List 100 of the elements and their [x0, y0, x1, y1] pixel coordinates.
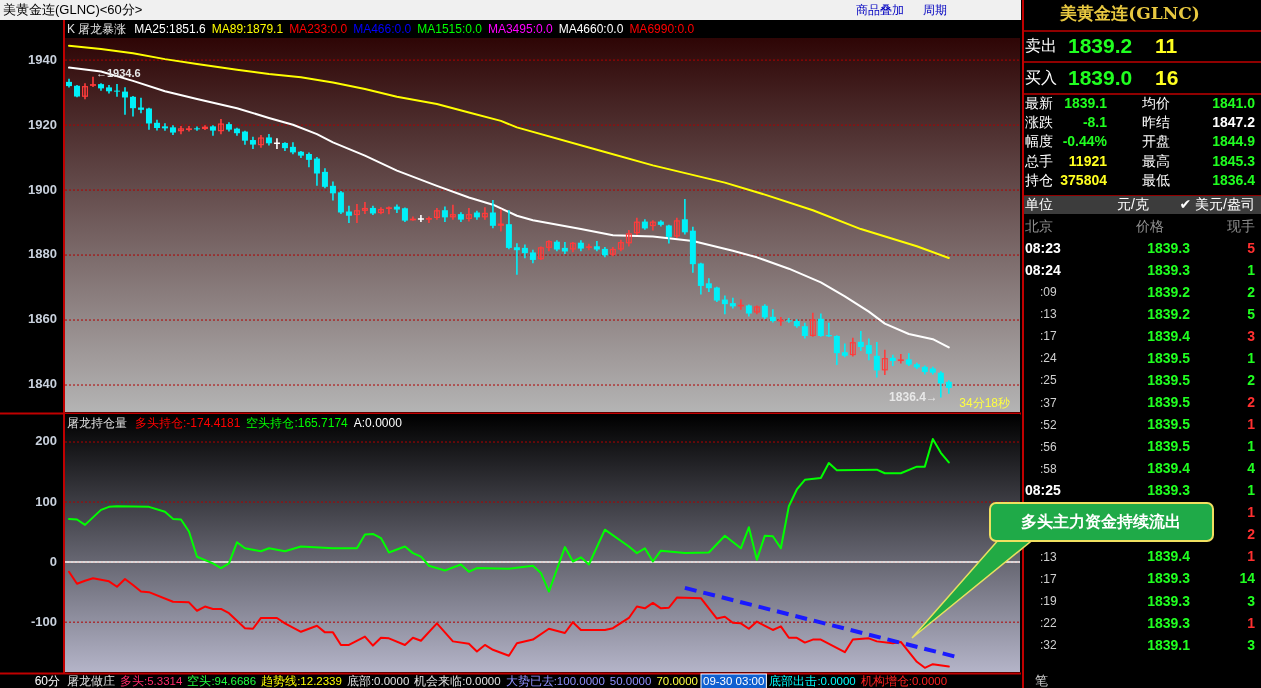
text: 11921 — [1068, 152, 1108, 169]
y-tick-label: 1840 — [28, 376, 57, 392]
text: 3 — [1247, 636, 1256, 653]
text: 1845.3 — [1212, 152, 1256, 169]
text: 多头:5.3314 — [120, 675, 183, 688]
text: 笔 — [1035, 673, 1048, 688]
text: 1839.1 — [1147, 636, 1191, 653]
text: 空头持仓:165.7174 — [246, 416, 349, 431]
text: 4 — [1247, 460, 1256, 477]
text: 最高 — [1142, 152, 1170, 169]
text: MA89:1879.1 — [211, 22, 284, 37]
text: 1839.4 — [1147, 548, 1191, 565]
text: -0.44% — [1062, 133, 1108, 150]
text: 昨结 — [1142, 114, 1170, 130]
legend-label: MA3495:0.0 — [487, 22, 553, 37]
text: 开盘 — [1142, 133, 1170, 150]
text: 1839.5 — [1147, 416, 1191, 433]
annotation: 34分18秒 — [959, 396, 1010, 411]
text: 空头:94.6686 — [187, 674, 257, 688]
text: 幅度 — [1025, 133, 1053, 150]
text: 375804 — [1060, 171, 1108, 188]
text: 持仓 — [1025, 171, 1053, 188]
text: :17 — [1040, 571, 1058, 586]
text: 价格 — [1135, 217, 1164, 234]
legend-label: MA1515:0.0 — [417, 22, 483, 37]
text: 1 — [1247, 614, 1256, 631]
text: 1841.0 — [1212, 94, 1256, 111]
chart-subtitle: K 屠龙暴涨 — [67, 22, 127, 37]
legend-label: MA233:0.0 — [289, 22, 348, 37]
text: 美黄金连(GLNC) — [1059, 2, 1200, 23]
text: 1839.2 — [1068, 33, 1133, 57]
text: 1839.5 — [1147, 349, 1191, 366]
text: 周期 — [923, 3, 947, 18]
y-tick-label: 1900 — [28, 181, 57, 197]
y-tick-label: 100 — [35, 493, 57, 509]
y-tick-label: 1860 — [28, 311, 57, 327]
chart-title: 屠龙持仓量 — [67, 416, 127, 431]
text: :17 — [1040, 329, 1058, 344]
text: 买入 — [1025, 69, 1057, 87]
text: 11 — [1155, 33, 1178, 57]
text: :32 — [1040, 638, 1058, 653]
text: 1 — [1247, 349, 1256, 366]
text: 屠龙做庄 — [67, 674, 115, 688]
text: 卖出 — [1025, 37, 1057, 55]
text: 1839.5 — [1147, 372, 1191, 388]
text: 1839.5 — [1147, 438, 1191, 455]
text: 2 — [1247, 372, 1256, 388]
text: 1839.3 — [1147, 592, 1191, 609]
chart-title: 美黄金连(GLNC)<60分> — [3, 2, 143, 18]
text: :24 — [1040, 351, 1058, 366]
text: 16 — [1155, 65, 1179, 89]
text: MA25:1851.6 — [134, 22, 207, 37]
text: :25 — [1040, 373, 1058, 388]
annotation: 1836.4→ — [889, 390, 938, 405]
text: 1 — [1247, 482, 1256, 499]
y-tick-label: 1920 — [28, 116, 57, 132]
text: 1839.4 — [1147, 460, 1191, 477]
text: :13 — [1040, 549, 1058, 564]
text: 商品叠加 — [856, 3, 904, 18]
text: 机构增仓:0.0000 — [860, 675, 948, 688]
text: 1839.3 — [1147, 239, 1191, 256]
text: 60分 — [34, 674, 60, 688]
text: :56 — [1040, 439, 1058, 454]
text: 2 — [1247, 394, 1256, 411]
legend-label: MA4660:0.0 — [558, 22, 624, 37]
y-tick-label: 1880 — [28, 246, 57, 262]
text: 1836.4 — [1212, 171, 1256, 188]
text: 元/克 — [1117, 195, 1149, 212]
text: 均价 — [1141, 94, 1170, 111]
text: 1 — [1247, 438, 1256, 455]
text: 1844.9 — [1212, 133, 1256, 150]
text: 底部:0.0000 — [346, 674, 410, 688]
text: 3 — [1247, 327, 1256, 344]
text: :09 — [1040, 285, 1058, 300]
text: 1839.4 — [1147, 327, 1191, 344]
legend-label: A:0.0000 — [353, 416, 403, 431]
text: :52 — [1040, 417, 1058, 432]
text: 50.0000 — [609, 675, 652, 688]
text: 1 — [1247, 416, 1256, 433]
legend-label: MA6990:0.0 — [629, 22, 695, 37]
text: 1839.2 — [1147, 283, 1191, 300]
legend-label: MA466:0.0 — [353, 22, 412, 37]
text: 1839.3 — [1147, 261, 1191, 278]
text: 多头持仓:-174.4181 — [135, 416, 241, 431]
text: 3 — [1247, 592, 1256, 609]
text: 1839.3 — [1147, 482, 1191, 499]
text: 最新 — [1025, 94, 1053, 111]
text: 底部出击:0.0000 — [769, 674, 856, 688]
text: 大势已去:100.0000 — [505, 675, 605, 688]
text: :37 — [1040, 395, 1058, 410]
text: 08:24 — [1025, 261, 1062, 278]
text: 1839.2 — [1147, 305, 1191, 322]
text: 5 — [1247, 305, 1256, 322]
text: :58 — [1040, 461, 1058, 476]
text: 2 — [1247, 283, 1256, 300]
text: 08:25 — [1025, 482, 1062, 499]
text: 1 — [1247, 548, 1256, 565]
text: 总手 — [1024, 152, 1053, 169]
y-tick-label: -100 — [30, 613, 57, 629]
text: 1847.2 — [1212, 114, 1256, 130]
